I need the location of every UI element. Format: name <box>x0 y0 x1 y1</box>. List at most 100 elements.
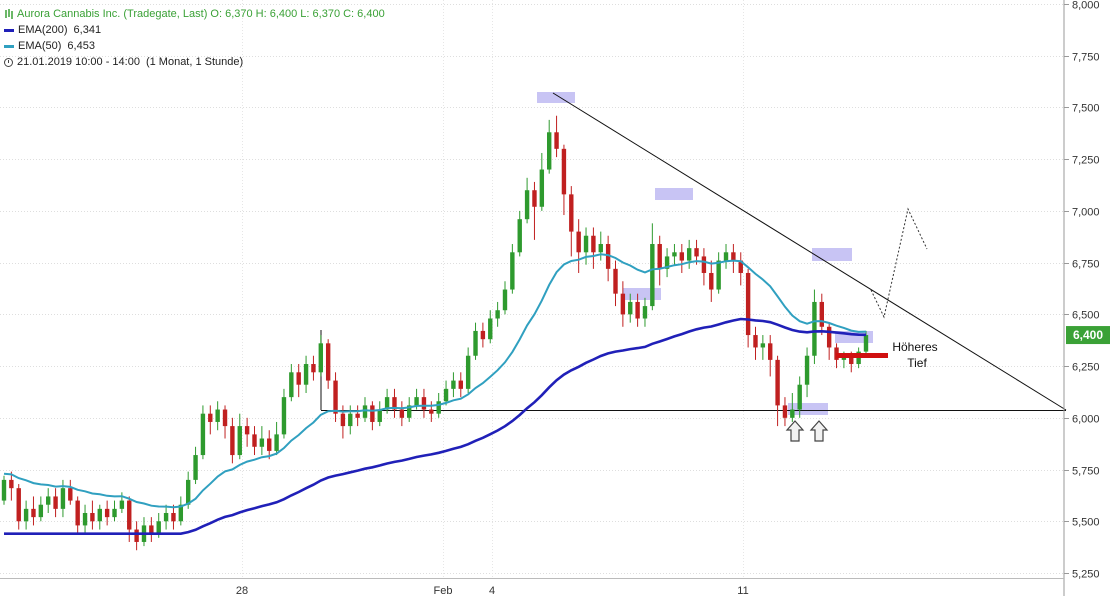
candle <box>200 405 206 460</box>
candle <box>97 504 102 530</box>
candle <box>775 355 780 427</box>
candle <box>458 372 463 398</box>
ema50-value: 6,453 <box>67 40 95 52</box>
candle <box>392 388 397 418</box>
ema200-swatch <box>4 28 14 32</box>
x-tick-label: Feb <box>434 585 453 596</box>
candle <box>318 335 324 377</box>
candle <box>222 405 228 439</box>
descending-trendline <box>552 92 1067 411</box>
legend-title: Aurora Cannabis Inc. (Tradegate, Last) O… <box>17 8 385 20</box>
candle <box>90 500 95 530</box>
gridlines <box>0 0 1064 578</box>
candle <box>753 326 758 360</box>
candle <box>863 330 869 356</box>
candle <box>451 372 456 398</box>
y-tick-label: 6,000 <box>1072 414 1100 426</box>
candle <box>311 355 316 381</box>
higher-low-marker <box>836 353 888 358</box>
x-tick-label: 4 <box>489 585 495 596</box>
candle <box>613 260 618 307</box>
x-axis: 28 Feb 4 11 <box>0 578 1064 596</box>
candle <box>510 244 515 294</box>
ema50-swatch <box>4 44 14 48</box>
candle <box>244 417 250 447</box>
y-tick-label: 5,500 <box>1072 517 1100 529</box>
candle <box>399 401 405 427</box>
candle <box>804 347 810 398</box>
candle <box>517 210 522 257</box>
candle <box>104 500 110 526</box>
clock-icon <box>4 57 13 67</box>
candle <box>524 177 530 224</box>
candle <box>303 355 309 393</box>
y-tick-label: 7,750 <box>1072 52 1100 64</box>
candle <box>134 521 139 551</box>
candle <box>554 115 559 158</box>
candle <box>289 364 294 402</box>
ema50-label: EMA(50) <box>18 40 62 52</box>
candle <box>421 388 427 418</box>
highlight-box <box>812 248 852 261</box>
candle <box>296 364 301 398</box>
y-tick-label: 8,000 <box>1072 0 1100 12</box>
highlight-box <box>655 188 693 200</box>
higher-low-label-2: Tief <box>907 356 927 370</box>
candle <box>281 388 287 439</box>
candle <box>731 244 736 273</box>
candle <box>635 293 640 327</box>
x-tick-label: 28 <box>236 585 248 596</box>
candle <box>348 405 353 435</box>
candle <box>628 293 633 323</box>
candle <box>657 235 662 286</box>
candle <box>716 252 721 294</box>
candle <box>782 397 788 427</box>
candle <box>252 426 257 456</box>
candle <box>1 475 7 505</box>
candle <box>429 401 434 422</box>
candle <box>723 244 729 269</box>
y-tick-label: 7,500 <box>1072 103 1100 115</box>
candle <box>569 186 574 257</box>
x-tick-label: 11 <box>737 585 748 596</box>
candle <box>738 252 743 286</box>
candle <box>171 504 176 530</box>
ema200-value: 6,341 <box>73 24 102 36</box>
candle <box>443 380 449 406</box>
highlight-box <box>537 92 575 103</box>
up-arrow-icon <box>785 420 805 442</box>
up-arrow-icon <box>809 420 829 442</box>
candle <box>82 504 88 534</box>
candle <box>208 405 213 435</box>
y-tick-label: 5,250 <box>1072 569 1100 581</box>
candle <box>583 227 589 265</box>
candle <box>672 244 677 265</box>
y-tick-label: 7,000 <box>1072 207 1100 219</box>
candle <box>163 504 169 530</box>
ema50-line <box>3 253 867 509</box>
annotations: Höheres Tief 6,400 <box>785 326 1110 442</box>
legend-timestamp: 21.01.2019 10:00 - 14:00 <box>17 56 140 68</box>
candle <box>709 260 714 302</box>
y-tick-label: 6,500 <box>1072 310 1100 322</box>
candle <box>68 479 73 505</box>
candle <box>384 388 390 414</box>
candle <box>819 293 824 336</box>
candle <box>701 248 707 286</box>
candle <box>598 231 603 261</box>
candle <box>46 488 51 513</box>
candle <box>377 401 382 427</box>
candle <box>237 413 242 460</box>
y-tick-label: 6,750 <box>1072 259 1100 271</box>
candle <box>407 397 412 422</box>
candle <box>539 152 545 211</box>
candle <box>605 235 611 282</box>
candle <box>826 322 832 360</box>
candle <box>768 335 773 377</box>
candle <box>642 297 648 327</box>
candle <box>532 181 537 240</box>
candle <box>797 376 802 418</box>
candle <box>679 244 685 273</box>
candle <box>561 144 567 216</box>
